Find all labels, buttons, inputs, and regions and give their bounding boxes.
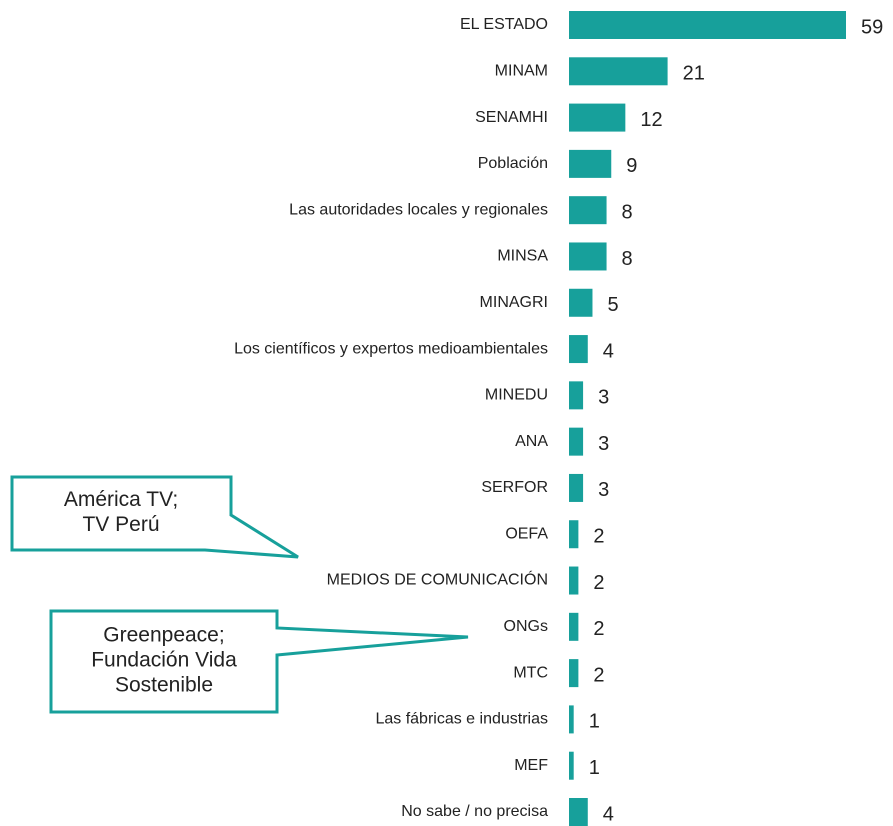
value-label: 2	[593, 664, 604, 686]
category-label: SENAMHI	[475, 109, 548, 126]
bar	[569, 103, 626, 132]
category-label: MINSA	[497, 248, 548, 265]
bar	[569, 705, 574, 734]
callout-text: Sostenible	[115, 674, 213, 697]
value-label: 12	[640, 109, 662, 131]
category-label: SERFOR	[481, 479, 548, 496]
category-label: MINAM	[495, 63, 548, 80]
category-label: MINEDU	[485, 387, 548, 404]
callout-box	[49, 609, 469, 714]
bar	[569, 149, 612, 178]
category-label: MEF	[514, 757, 548, 774]
bar	[569, 473, 584, 502]
value-label: 8	[622, 201, 633, 223]
value-label: 3	[598, 479, 609, 501]
callout-box	[10, 475, 299, 559]
bar	[569, 427, 584, 456]
category-label: ANA	[515, 433, 548, 450]
bar	[569, 242, 607, 271]
category-label: Los científicos y expertos medioambienta…	[234, 340, 548, 357]
value-label: 4	[603, 803, 614, 825]
value-label: 59	[861, 16, 883, 38]
category-label: Las fábricas e industrias	[375, 711, 548, 728]
value-label: 9	[626, 155, 637, 177]
bar	[569, 288, 593, 317]
bar	[569, 381, 584, 410]
bar	[569, 751, 574, 780]
value-label: 4	[603, 340, 614, 362]
value-label: 3	[598, 433, 609, 455]
bar	[569, 798, 588, 826]
value-label: 3	[598, 387, 609, 409]
value-label: 8	[622, 248, 633, 270]
bar	[569, 520, 579, 549]
category-label: EL ESTADO	[460, 16, 548, 33]
value-label: 1	[589, 711, 600, 733]
callout-text: América TV;	[64, 488, 178, 511]
callout-text: Fundación Vida	[91, 649, 237, 672]
value-label: 1	[589, 757, 600, 779]
callout-text: TV Perú	[82, 513, 159, 536]
bar	[569, 57, 668, 86]
bar	[569, 196, 607, 225]
category-label: Población	[478, 155, 548, 172]
category-label: MEDIOS DE COMUNICACIÓN	[327, 570, 548, 589]
value-label: 2	[593, 526, 604, 548]
bar	[569, 335, 588, 364]
category-label: MINAGRI	[480, 294, 548, 311]
value-label: 5	[607, 294, 618, 316]
value-label: 2	[593, 618, 604, 640]
category-label: MTC	[513, 664, 548, 681]
category-label: ONGs	[504, 618, 548, 635]
category-label: Las autoridades locales y regionales	[289, 201, 548, 218]
value-label: 2	[593, 572, 604, 594]
value-label: 21	[683, 63, 705, 85]
bar	[569, 566, 579, 595]
bar	[569, 612, 579, 641]
bar	[569, 11, 846, 39]
bar	[569, 659, 579, 688]
category-label: No sabe / no precisa	[401, 803, 548, 820]
category-label: OEFA	[505, 525, 548, 542]
callout-text: Greenpeace;	[103, 624, 224, 647]
